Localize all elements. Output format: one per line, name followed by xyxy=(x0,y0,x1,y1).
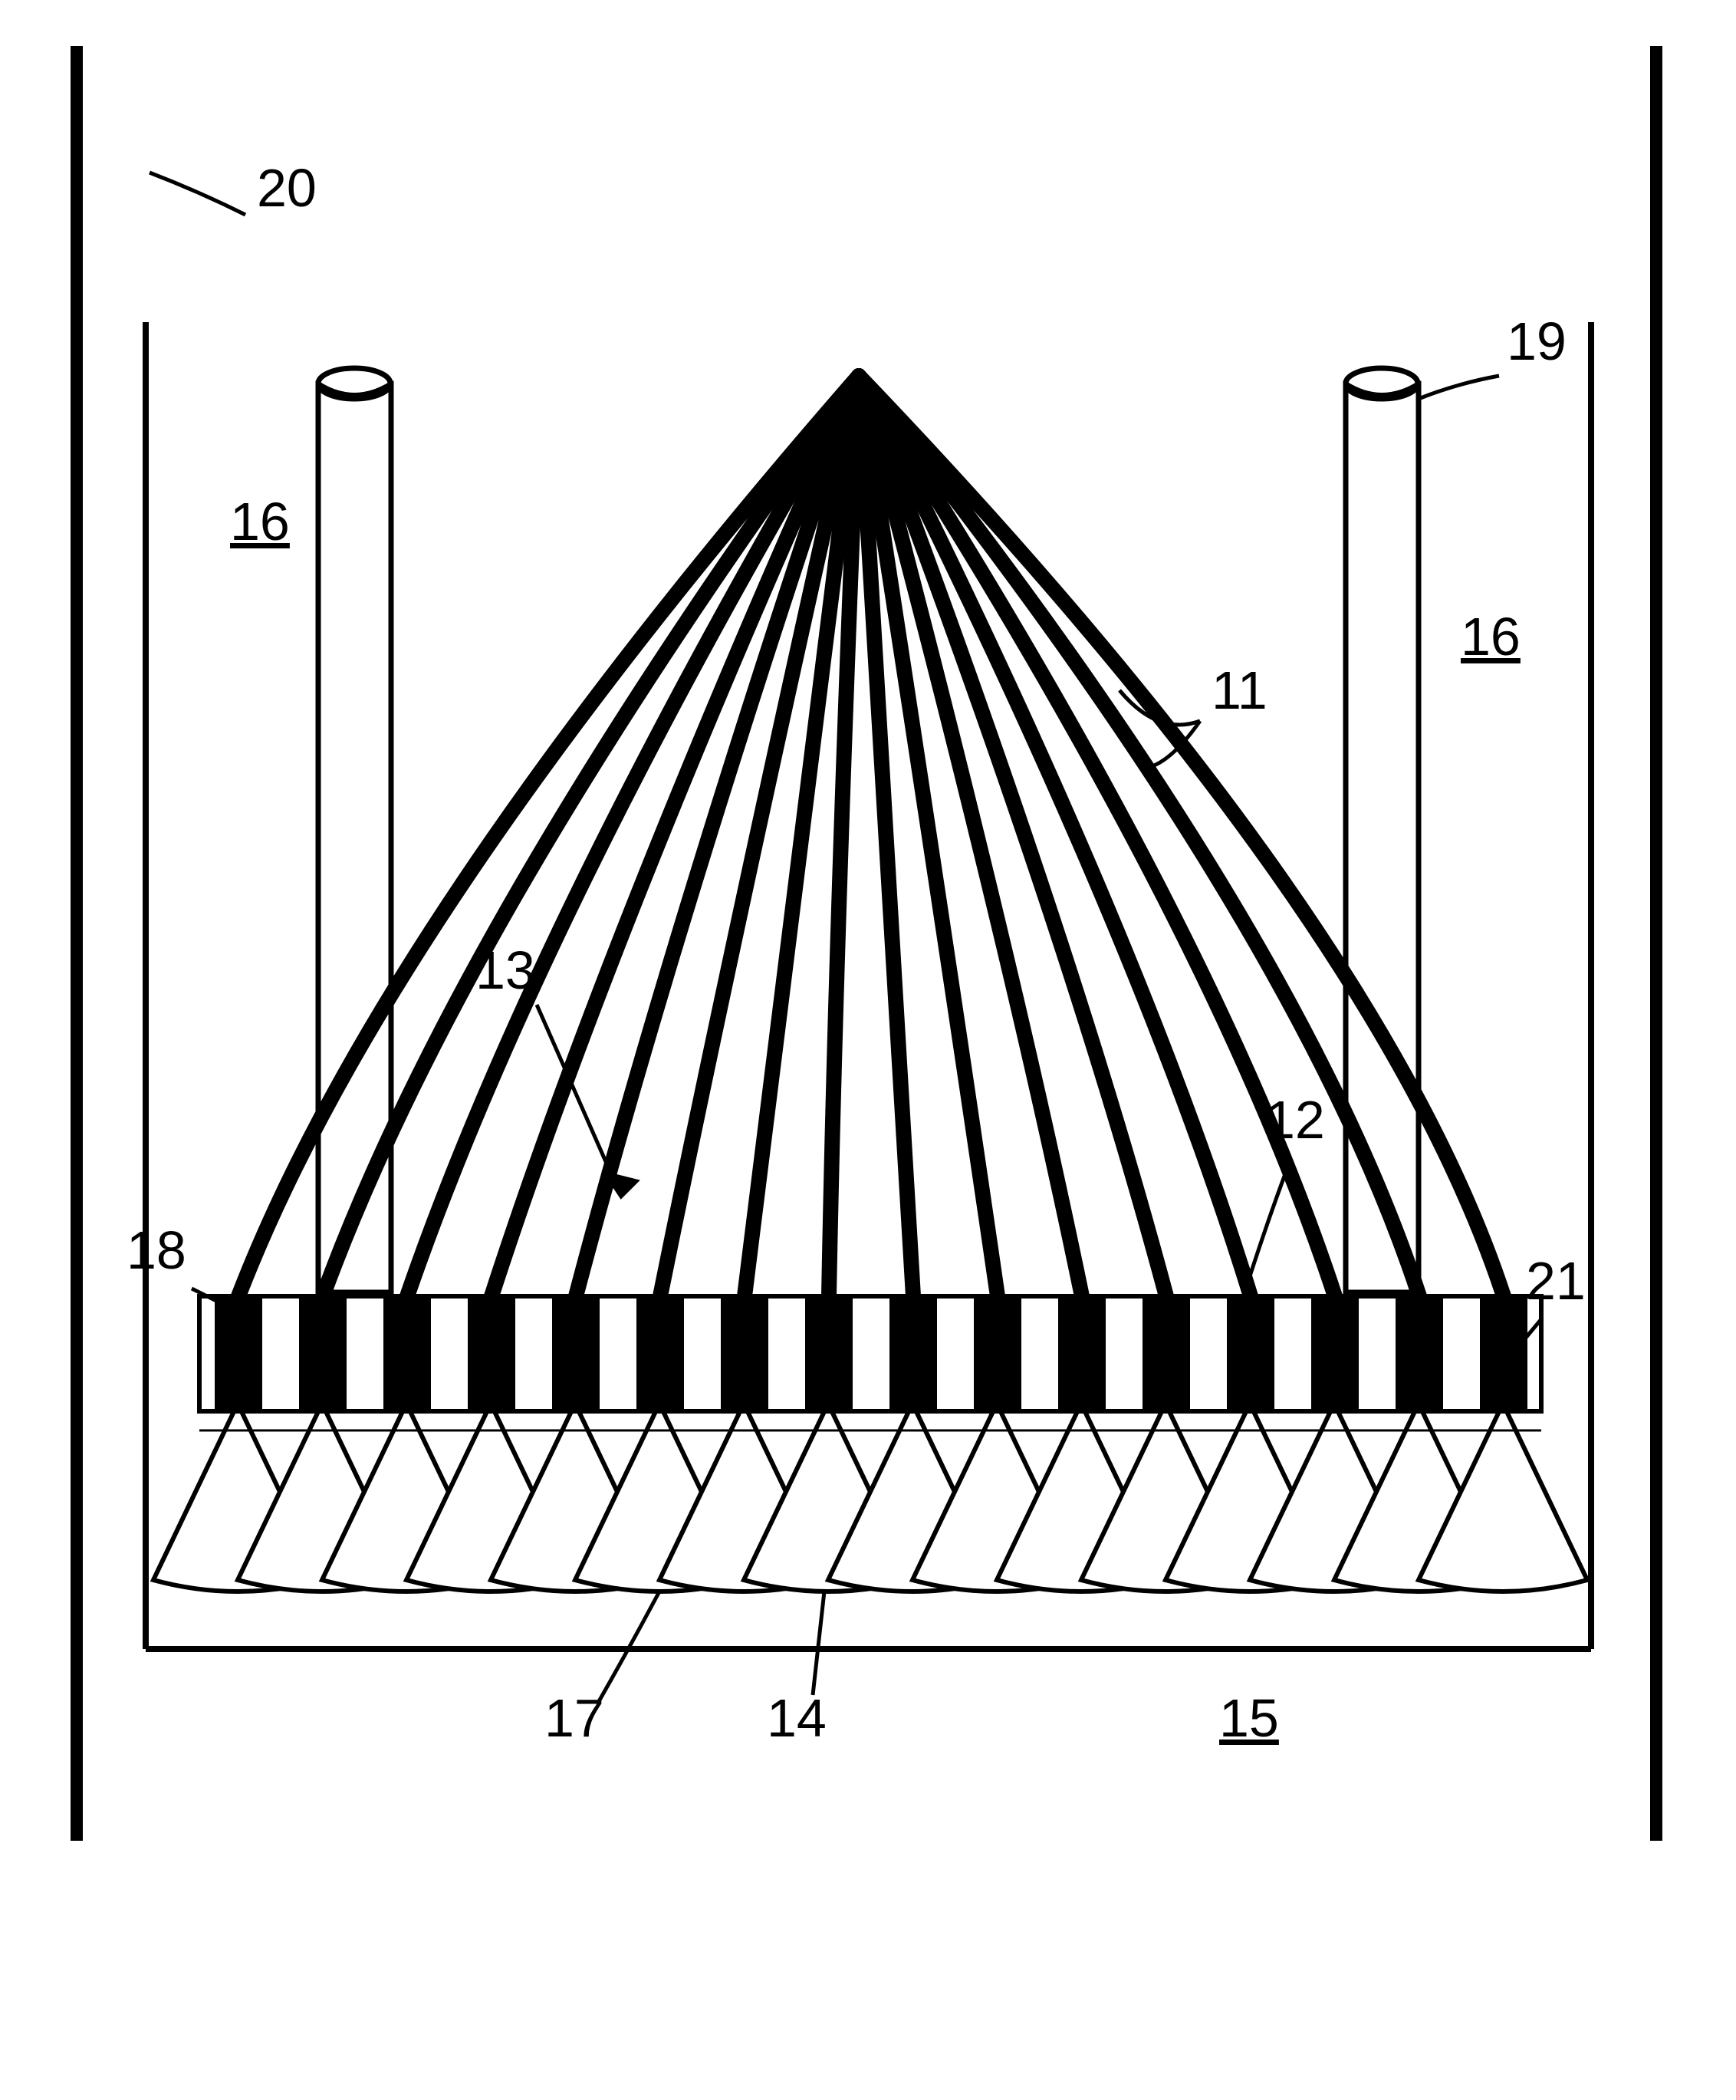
label-19: 19 xyxy=(1507,311,1567,372)
diagram-svg xyxy=(0,0,1736,2100)
label-20: 20 xyxy=(257,157,317,219)
label-18: 18 xyxy=(127,1220,186,1281)
connector-row xyxy=(199,1296,1541,1411)
label-11: 11 xyxy=(1212,660,1267,721)
label-16-right: 16 xyxy=(1461,606,1521,667)
label-16-left: 16 xyxy=(230,491,290,552)
label-14: 14 xyxy=(767,1687,827,1749)
fan-lights xyxy=(153,1404,1587,1591)
label-15: 15 xyxy=(1219,1687,1279,1749)
label-12: 12 xyxy=(1265,1089,1325,1150)
label-13: 13 xyxy=(475,940,535,1001)
label-21: 21 xyxy=(1526,1250,1586,1312)
label-17: 17 xyxy=(544,1687,604,1749)
fibers xyxy=(238,376,1504,1296)
patent-figure: 20 19 16 16 11 13 12 18 21 17 14 15 xyxy=(0,0,1736,2100)
